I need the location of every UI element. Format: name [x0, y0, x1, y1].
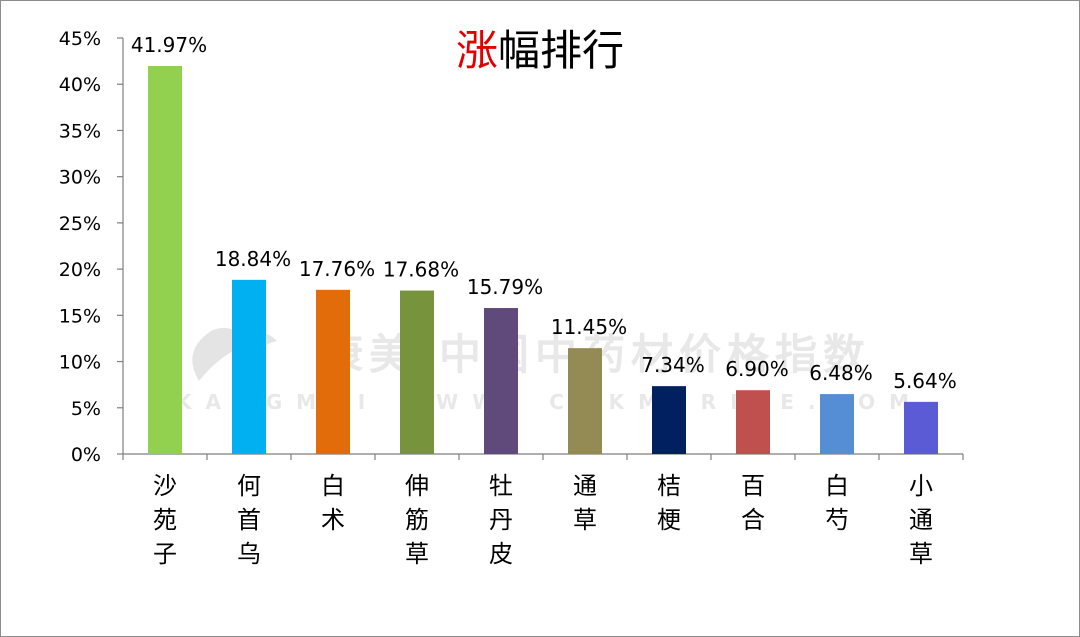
category-label: 桔梗: [657, 472, 681, 534]
category-label: 伸筋草: [405, 472, 429, 568]
bar: [820, 394, 854, 454]
category-label: 小通草: [909, 472, 933, 568]
data-label: 18.84%: [215, 247, 291, 271]
chart-title: 涨幅排行: [1, 23, 1079, 79]
data-label: 6.90%: [725, 357, 789, 381]
y-tick-label: 45%: [59, 28, 101, 50]
category-label: 沙苑子: [153, 472, 177, 568]
bar: [904, 401, 938, 454]
bar: [736, 390, 770, 454]
y-tick-label: 25%: [59, 213, 101, 235]
y-tick-label: 0%: [71, 444, 101, 466]
y-tick-label: 30%: [59, 167, 101, 189]
bars: [148, 66, 938, 454]
category-label: 牡丹皮: [489, 472, 513, 568]
watermark-line2: KANGMEI WWW. CNKMPRICE.COM: [176, 390, 923, 414]
bar: [568, 348, 602, 454]
data-label: 11.45%: [551, 315, 627, 339]
chart-title-rest: 幅排行: [498, 26, 625, 75]
category-label: 通草: [573, 472, 597, 534]
data-label: 17.68%: [383, 258, 459, 282]
category-label: 白术: [321, 472, 345, 534]
bar: [148, 66, 182, 454]
data-label: 7.34%: [641, 353, 705, 377]
data-label: 17.76%: [299, 257, 375, 281]
y-tick-label: 10%: [59, 352, 101, 374]
y-tick-label: 35%: [59, 120, 101, 142]
y-tick-label: 5%: [71, 398, 101, 420]
category-label: 白芍: [825, 472, 849, 534]
bar: [652, 386, 686, 454]
category-label: 何首乌: [237, 472, 261, 568]
data-label: 5.64%: [893, 369, 957, 393]
y-tick-label: 20%: [59, 259, 101, 281]
y-tick-label: 15%: [59, 305, 101, 327]
data-label: 15.79%: [467, 275, 543, 299]
data-label: 41.97%: [131, 33, 207, 57]
category-label: 百合: [741, 472, 765, 534]
bar: [400, 290, 434, 454]
bar: [484, 308, 518, 454]
bar: [232, 279, 266, 454]
y-tick-label: 40%: [59, 74, 101, 96]
bar: [316, 289, 350, 454]
data-labels: 41.97% 18.84% 17.76% 17.68% 15.79% 11.45% 7.34…: [131, 33, 957, 393]
chart-title-highlight: 涨: [455, 26, 498, 75]
data-label: 6.48%: [809, 361, 873, 385]
